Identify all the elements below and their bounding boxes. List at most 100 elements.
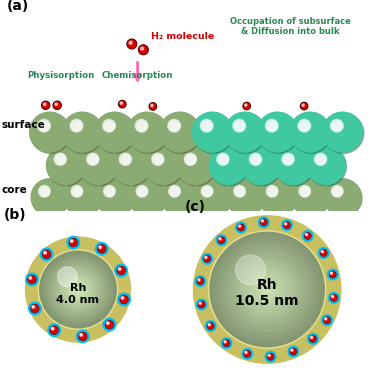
Circle shape <box>236 123 243 130</box>
Circle shape <box>62 274 94 305</box>
Circle shape <box>204 124 210 129</box>
Circle shape <box>192 112 232 152</box>
Circle shape <box>31 179 68 215</box>
Circle shape <box>104 185 115 197</box>
Circle shape <box>188 157 194 162</box>
Circle shape <box>71 185 83 197</box>
Circle shape <box>290 348 297 355</box>
Circle shape <box>80 147 119 186</box>
Circle shape <box>288 346 299 357</box>
Circle shape <box>50 326 58 335</box>
Circle shape <box>48 324 60 337</box>
Circle shape <box>241 263 294 316</box>
Circle shape <box>39 186 50 197</box>
Circle shape <box>221 338 232 349</box>
Circle shape <box>235 121 244 130</box>
Circle shape <box>282 153 294 165</box>
Circle shape <box>218 154 229 165</box>
Circle shape <box>195 276 206 287</box>
Circle shape <box>95 112 135 152</box>
Circle shape <box>106 123 113 130</box>
Circle shape <box>96 243 108 255</box>
Circle shape <box>301 123 308 130</box>
Circle shape <box>307 147 346 186</box>
Circle shape <box>39 120 50 131</box>
Circle shape <box>214 236 321 343</box>
Circle shape <box>73 123 81 130</box>
Circle shape <box>332 120 342 131</box>
Circle shape <box>139 188 146 195</box>
Circle shape <box>218 240 317 339</box>
Circle shape <box>209 146 247 185</box>
Circle shape <box>316 154 326 165</box>
Circle shape <box>269 123 276 130</box>
Circle shape <box>226 179 263 215</box>
Circle shape <box>41 101 50 109</box>
Circle shape <box>204 188 211 195</box>
Circle shape <box>332 186 342 197</box>
Circle shape <box>298 119 311 132</box>
Circle shape <box>119 153 131 165</box>
Circle shape <box>237 259 298 320</box>
Text: core: core <box>2 185 27 196</box>
Circle shape <box>242 146 280 185</box>
Circle shape <box>67 237 80 249</box>
Circle shape <box>203 187 212 196</box>
Circle shape <box>139 124 145 129</box>
Circle shape <box>106 322 109 324</box>
Circle shape <box>205 256 207 259</box>
Circle shape <box>334 188 341 195</box>
Circle shape <box>43 189 48 194</box>
Circle shape <box>250 154 261 165</box>
Circle shape <box>71 240 73 242</box>
Circle shape <box>285 156 292 163</box>
Circle shape <box>328 269 338 280</box>
Circle shape <box>64 179 102 217</box>
Circle shape <box>258 113 299 153</box>
Circle shape <box>184 153 197 165</box>
Circle shape <box>138 123 146 130</box>
Circle shape <box>252 155 260 164</box>
Circle shape <box>105 186 115 197</box>
Circle shape <box>235 186 245 197</box>
Circle shape <box>285 223 287 225</box>
Circle shape <box>324 179 361 215</box>
Circle shape <box>284 155 293 164</box>
Circle shape <box>301 187 309 196</box>
Circle shape <box>58 157 64 162</box>
Circle shape <box>234 185 245 197</box>
Circle shape <box>308 334 318 344</box>
Circle shape <box>43 103 46 106</box>
Circle shape <box>204 255 211 262</box>
Circle shape <box>25 237 131 342</box>
Circle shape <box>41 187 49 196</box>
Text: (a): (a) <box>7 0 29 12</box>
Circle shape <box>172 124 177 129</box>
Circle shape <box>75 287 81 293</box>
Circle shape <box>91 157 96 162</box>
Circle shape <box>43 250 51 259</box>
Circle shape <box>320 250 327 256</box>
Circle shape <box>46 146 85 185</box>
Circle shape <box>72 121 82 130</box>
Circle shape <box>274 146 312 185</box>
Circle shape <box>127 112 167 152</box>
Circle shape <box>224 341 226 343</box>
Circle shape <box>321 250 323 253</box>
Circle shape <box>59 270 97 309</box>
Circle shape <box>268 187 277 196</box>
Circle shape <box>265 119 278 132</box>
Circle shape <box>252 274 282 305</box>
Circle shape <box>261 220 264 222</box>
Circle shape <box>120 154 131 165</box>
Circle shape <box>261 219 267 226</box>
Circle shape <box>330 294 337 301</box>
Circle shape <box>72 186 82 197</box>
Circle shape <box>237 124 243 129</box>
Circle shape <box>120 102 122 104</box>
Circle shape <box>335 189 340 194</box>
Circle shape <box>160 112 200 152</box>
Circle shape <box>318 248 329 258</box>
Circle shape <box>221 157 226 162</box>
Circle shape <box>304 232 311 239</box>
